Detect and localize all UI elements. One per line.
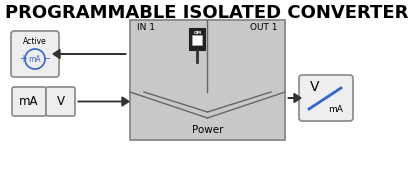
Text: +: + <box>19 54 27 64</box>
Text: PROGRAMMABLE ISOLATED CONVERTER: PROGRAMMABLE ISOLATED CONVERTER <box>5 4 408 22</box>
Text: mA: mA <box>328 104 342 114</box>
Text: OUT 1: OUT 1 <box>250 23 277 32</box>
Text: OM: OM <box>193 31 201 35</box>
FancyBboxPatch shape <box>192 35 202 45</box>
Text: IN 1: IN 1 <box>137 23 154 32</box>
Text: V: V <box>56 95 64 108</box>
Text: mA: mA <box>28 56 41 64</box>
FancyBboxPatch shape <box>189 28 205 50</box>
Text: Active: Active <box>23 36 47 46</box>
FancyBboxPatch shape <box>12 87 46 116</box>
Text: −: − <box>43 54 51 64</box>
FancyArrow shape <box>53 49 126 59</box>
FancyBboxPatch shape <box>130 20 284 140</box>
FancyArrow shape <box>78 97 129 106</box>
Text: mA: mA <box>19 95 39 108</box>
FancyBboxPatch shape <box>11 31 59 77</box>
FancyArrow shape <box>287 93 300 103</box>
Text: LINK: LINK <box>193 36 201 40</box>
FancyBboxPatch shape <box>298 75 352 121</box>
Text: Power: Power <box>191 125 223 135</box>
FancyBboxPatch shape <box>46 87 75 116</box>
Text: V: V <box>309 80 319 94</box>
